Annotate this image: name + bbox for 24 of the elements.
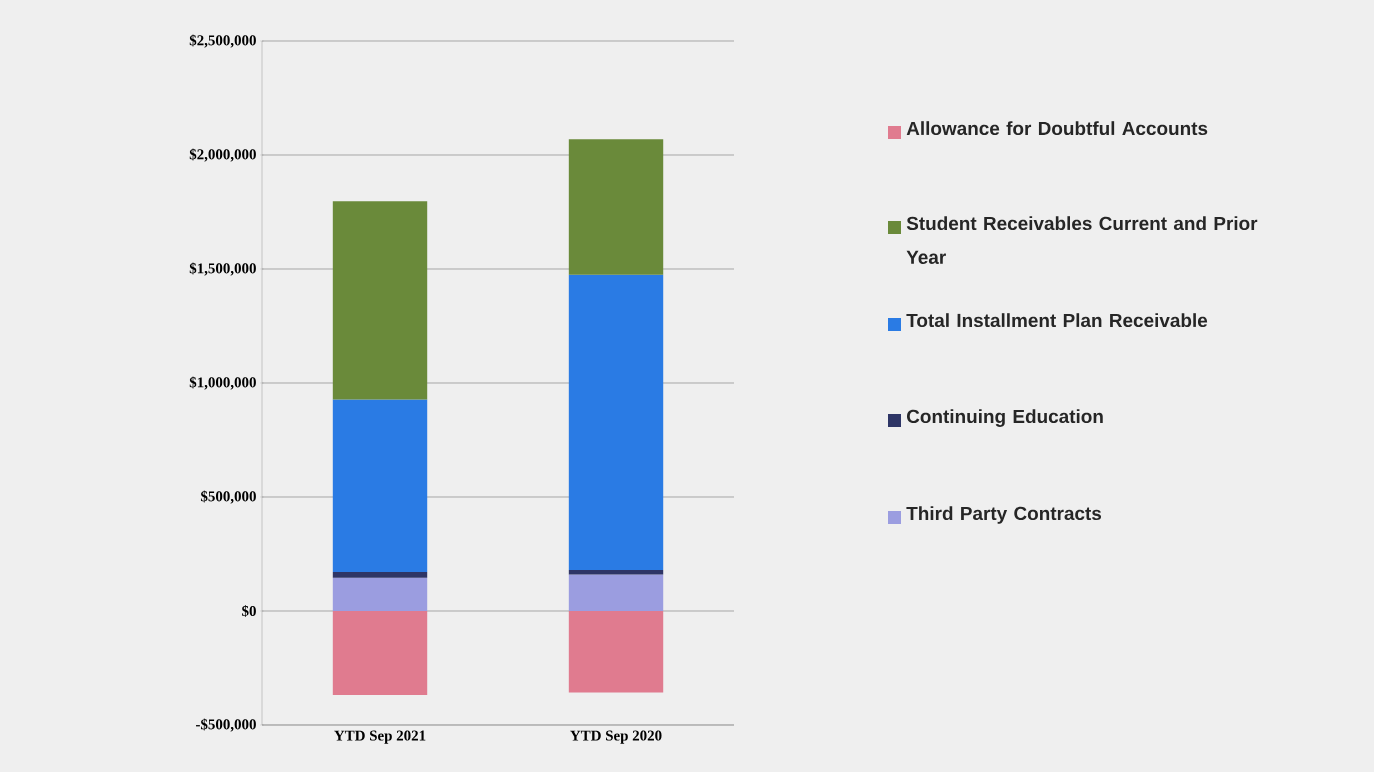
bar	[568, 574, 664, 611]
bar	[568, 611, 664, 693]
legend-label: Total Installment Plan Receivable	[906, 313, 1208, 328]
legend-label: Continuing Education	[906, 409, 1103, 427]
y-tick-label: $1,000,000	[189, 376, 256, 390]
y-tick-label: $1,500,000	[189, 262, 256, 276]
bar	[332, 611, 428, 695]
y-tick-label: $0	[242, 605, 256, 617]
y-tick-label: -$500,000	[196, 718, 256, 732]
bar	[332, 572, 428, 578]
y-tick-label: $500,000	[200, 490, 256, 504]
y-tick-label: $2,500,000	[189, 34, 256, 48]
y-tick-label: $2,000,000	[189, 148, 256, 162]
legend-label: Allowance for Doubtful Accounts	[906, 121, 1208, 136]
x-tick-label: YTD Sep 2021	[334, 730, 426, 744]
bar	[332, 577, 428, 611]
bar	[332, 399, 428, 573]
bar	[568, 139, 664, 275]
bar	[332, 201, 428, 400]
legend-label: Third Party Contracts	[906, 506, 1102, 524]
legend-label: Student Receivables Current and Prior Year	[906, 216, 1258, 264]
x-tick-label: YTD Sep 2020	[570, 730, 662, 744]
bar	[568, 274, 664, 570]
bar	[568, 569, 664, 575]
